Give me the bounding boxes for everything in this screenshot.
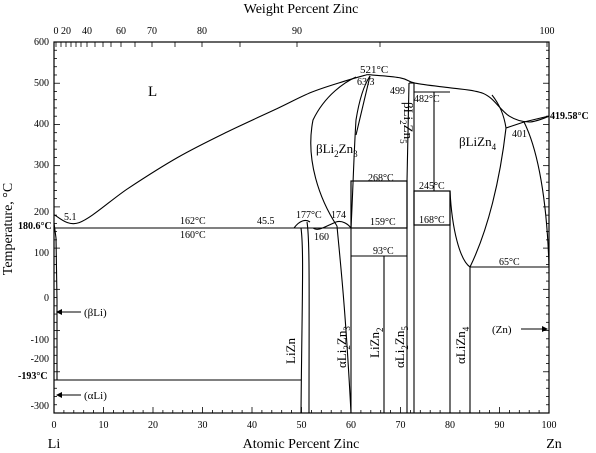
liquidus-upper-branch: [491, 94, 507, 129]
atomic-tick-label: 40: [247, 420, 257, 431]
phase-a-lizn4: αLiZn4: [453, 326, 471, 364]
li2zn3-top-curve: [312, 220, 352, 230]
label-93: 93°C: [373, 246, 394, 257]
label-168: 168°C: [419, 215, 445, 226]
blizn4-left-boundary: [449, 190, 471, 268]
liquid-region-label: L: [148, 84, 157, 100]
ali2zn3-left-boundary: [336, 225, 352, 414]
bli2zn5-curve: [355, 75, 371, 136]
weight-tick-label: 20: [61, 26, 71, 37]
weight-tick-labels: 0 20 40 60 70 80 90 100: [54, 26, 555, 37]
left-axis-title: Temperature, °C: [1, 183, 16, 275]
atomic-tick-labels: 0 10 20 30 40 50 60 70 80 90 100: [52, 420, 557, 431]
label-5-1: 5.1: [64, 212, 77, 223]
temp-tick-label: 300: [34, 160, 49, 171]
weight-tick-label: 100: [540, 26, 555, 37]
label-63-3: 63.3: [357, 77, 375, 88]
atomic-tick-label: 80: [445, 420, 455, 431]
weight-tick-label: 0: [54, 26, 59, 37]
label-177: 177°C: [296, 210, 322, 221]
label-65: 65°C: [499, 257, 520, 268]
right-end-label: Zn: [546, 437, 562, 452]
axis-ticks: [53, 41, 550, 414]
zn-liquidus-line: [523, 115, 550, 123]
li-solvus-line: [53, 222, 58, 380]
temp-tick-label: 400: [34, 119, 49, 130]
peritectic-401-line: [505, 121, 525, 129]
label-499: 499: [390, 86, 405, 97]
atomic-tick-label: 50: [297, 420, 307, 431]
temp-tick-label: 500: [34, 78, 49, 89]
arrow-beta-li-head: [56, 309, 62, 315]
bli2zn3-right-boundary: [350, 75, 371, 229]
weight-tick-label: 40: [82, 26, 92, 37]
atomic-tick-label: 100: [542, 420, 557, 431]
label-zn: (Zn): [492, 324, 512, 336]
weight-tick-label: 80: [197, 26, 207, 37]
label-268: 268°C: [368, 173, 394, 184]
lizn-top-curve: [293, 219, 311, 229]
liquidus-left-curve: [53, 74, 368, 225]
temp-tick-label: 600: [34, 37, 49, 48]
atomic-tick-label: 20: [148, 420, 158, 431]
label-160: 160°C: [180, 230, 206, 241]
label-401: 401: [512, 129, 527, 140]
temp-tick-label: -100: [31, 335, 49, 346]
phase-a-li2zn3: αLi2Zn3: [334, 326, 352, 368]
atomic-tick-label: 0: [52, 420, 57, 431]
arrows: [56, 309, 548, 398]
atomic-tick-label: 30: [198, 420, 208, 431]
bli2zn5-left-line: [406, 82, 410, 182]
temp-tick-labels: 600 500 400 300 200 100 0 -100 -200 -300: [31, 37, 49, 412]
label-159: 159°C: [370, 217, 396, 228]
label-beta-li: (βLi): [84, 307, 107, 319]
lizn-left-boundary: [300, 227, 304, 414]
temp-tick-label: -300: [31, 401, 49, 412]
label-160b: 160: [314, 232, 329, 243]
atomic-tick-label: 60: [346, 420, 356, 431]
arrow-alpha-li-head: [56, 392, 62, 398]
blizn4-right-boundary: [469, 127, 507, 268]
left-end-label: Li: [48, 437, 61, 452]
arrow-zn-head: [542, 326, 548, 332]
label-521: 521°C: [360, 64, 388, 76]
phase-b-li2zn3: βLi2Zn3: [316, 141, 358, 159]
label-alpha-li: (αLi): [84, 390, 107, 402]
phase-a-li2zn5: αLi2Zn5: [392, 326, 410, 368]
label-minus-193: -193°C: [18, 371, 48, 382]
zn-solvus-line: [523, 121, 550, 268]
temp-tick-label: -200: [31, 354, 49, 365]
label-482: 482°C: [414, 94, 440, 105]
bli2zn3-left-boundary: [310, 76, 357, 227]
label-419-58: 419.58°C: [550, 111, 589, 122]
atomic-tick-label: 10: [99, 420, 109, 431]
temp-tick-label: 0: [44, 293, 49, 304]
label-180-6: 180.6°C: [18, 221, 52, 232]
phase-lizn2: LiZn2: [367, 328, 385, 359]
temp-tick-label: 200: [34, 207, 49, 218]
phase-boundaries: [53, 75, 550, 414]
label-162: 162°C: [180, 216, 206, 227]
weight-tick-label: 90: [292, 26, 302, 37]
liquidus-right-curve: [367, 74, 550, 123]
phase-lizn: LiZn: [283, 338, 298, 364]
label-45-5: 45.5: [257, 216, 275, 227]
weight-tick-label: 60: [116, 26, 126, 37]
temp-tick-label: 100: [34, 248, 49, 259]
top-axis-title: Weight Percent Zinc: [244, 2, 359, 17]
phase-b-li2zn5: βLi2Zn5: [398, 102, 416, 144]
bottom-axis-title: Atomic Percent Zinc: [243, 437, 360, 452]
atomic-tick-label: 90: [495, 420, 505, 431]
atomic-tick-label: 70: [396, 420, 406, 431]
weight-tick-label: 70: [147, 26, 157, 37]
lizn-right-boundary: [306, 221, 310, 414]
phase-b-lizn4: βLiZn4: [459, 134, 497, 152]
label-174: 174: [331, 210, 346, 221]
label-245: 245°C: [419, 181, 445, 192]
